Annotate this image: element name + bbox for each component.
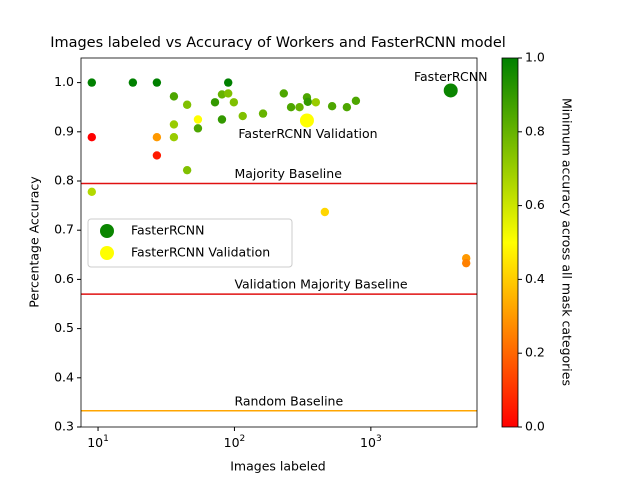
- plot-frame: [80, 57, 478, 428]
- worker-point: [210, 98, 220, 107]
- x-tick-label: 103: [360, 434, 382, 450]
- worker-point: [320, 207, 330, 217]
- y-tick-label: 0.6: [54, 271, 74, 286]
- worker-point: [303, 97, 313, 106]
- worker-point: [286, 103, 296, 112]
- baseline-label: Majority Baseline: [234, 166, 342, 181]
- colorbar: [501, 57, 519, 428]
- worker-point: [182, 100, 192, 109]
- y-tick-label: 0.7: [54, 222, 74, 237]
- colorbar-tick-label: 0.0: [525, 419, 545, 434]
- worker-point: [193, 124, 203, 133]
- y-tick-label: 0.5: [54, 320, 74, 335]
- worker-point: [169, 133, 179, 142]
- x-tick-exponent: 3: [376, 434, 382, 444]
- worker-point: [152, 78, 162, 87]
- worker-point: [295, 103, 304, 112]
- legend-marker: [100, 224, 114, 238]
- worker-point: [152, 151, 162, 160]
- worker-point: [258, 109, 268, 118]
- worker-point: [128, 78, 138, 87]
- worker-point: [279, 89, 288, 98]
- worker-point: [87, 187, 97, 197]
- point-annotation: FasterRCNN: [414, 69, 487, 84]
- colorbar-tick-label: 0.2: [525, 345, 545, 360]
- colorbar-tick-label: 0.6: [525, 197, 545, 212]
- legend-marker: [100, 246, 114, 260]
- worker-point: [87, 78, 97, 87]
- x-axis-label: Images labeled: [230, 459, 326, 474]
- worker-point: [351, 96, 361, 106]
- baseline-label: Random Baseline: [234, 393, 343, 408]
- model-point: [443, 83, 458, 98]
- worker-point: [224, 89, 233, 98]
- worker-point: [87, 133, 97, 142]
- worker-point: [152, 133, 162, 142]
- x-tick-base: 10: [87, 435, 103, 450]
- colorbar-tick-label: 0.4: [525, 271, 545, 286]
- y-tick-label: 1.0: [54, 74, 74, 89]
- worker-point: [461, 258, 471, 268]
- legend-box: [87, 218, 293, 268]
- worker-point: [342, 103, 352, 112]
- x-tick-label: 102: [224, 434, 246, 450]
- y-tick-label: 0.8: [54, 173, 74, 188]
- x-tick-exponent: 2: [240, 434, 246, 444]
- colorbar-tick-label: 1.0: [525, 50, 545, 65]
- y-tick-label: 0.4: [54, 369, 74, 384]
- worker-point: [311, 98, 321, 107]
- worker-point: [169, 92, 179, 101]
- colorbar-label: Minimum accuracy across all mask categor…: [560, 98, 575, 386]
- model-point: [299, 113, 314, 128]
- worker-point: [217, 90, 227, 99]
- y-axis-label: Percentage Accuracy: [27, 176, 42, 308]
- worker-point: [217, 115, 227, 124]
- plot-area: Majority Baseline Validation Majority Bas…: [81, 69, 487, 412]
- colorbar-tick-label: 0.8: [525, 123, 545, 138]
- point-annotation: FasterRCNN Validation: [238, 126, 377, 141]
- worker-point: [224, 78, 233, 87]
- worker-point: [193, 115, 203, 124]
- y-tick-label: 0.3: [54, 419, 74, 434]
- worker-point: [229, 98, 239, 107]
- legend-label: FasterRCNN Validation: [131, 245, 270, 260]
- x-tick-base: 10: [224, 435, 240, 450]
- chart-title: Images labeled vs Accuracy of Workers an…: [50, 35, 506, 51]
- worker-point: [169, 120, 179, 129]
- x-tick-base: 10: [360, 435, 376, 450]
- worker-point: [182, 165, 192, 175]
- x-tick-exponent: 1: [103, 434, 109, 444]
- worker-point: [238, 111, 247, 121]
- x-tick-label: 101: [87, 434, 109, 450]
- baseline-label: Validation Majority Baseline: [234, 277, 407, 292]
- worker-point: [327, 102, 337, 111]
- legend-label: FasterRCNN: [131, 223, 204, 238]
- y-tick-label: 0.9: [54, 123, 74, 138]
